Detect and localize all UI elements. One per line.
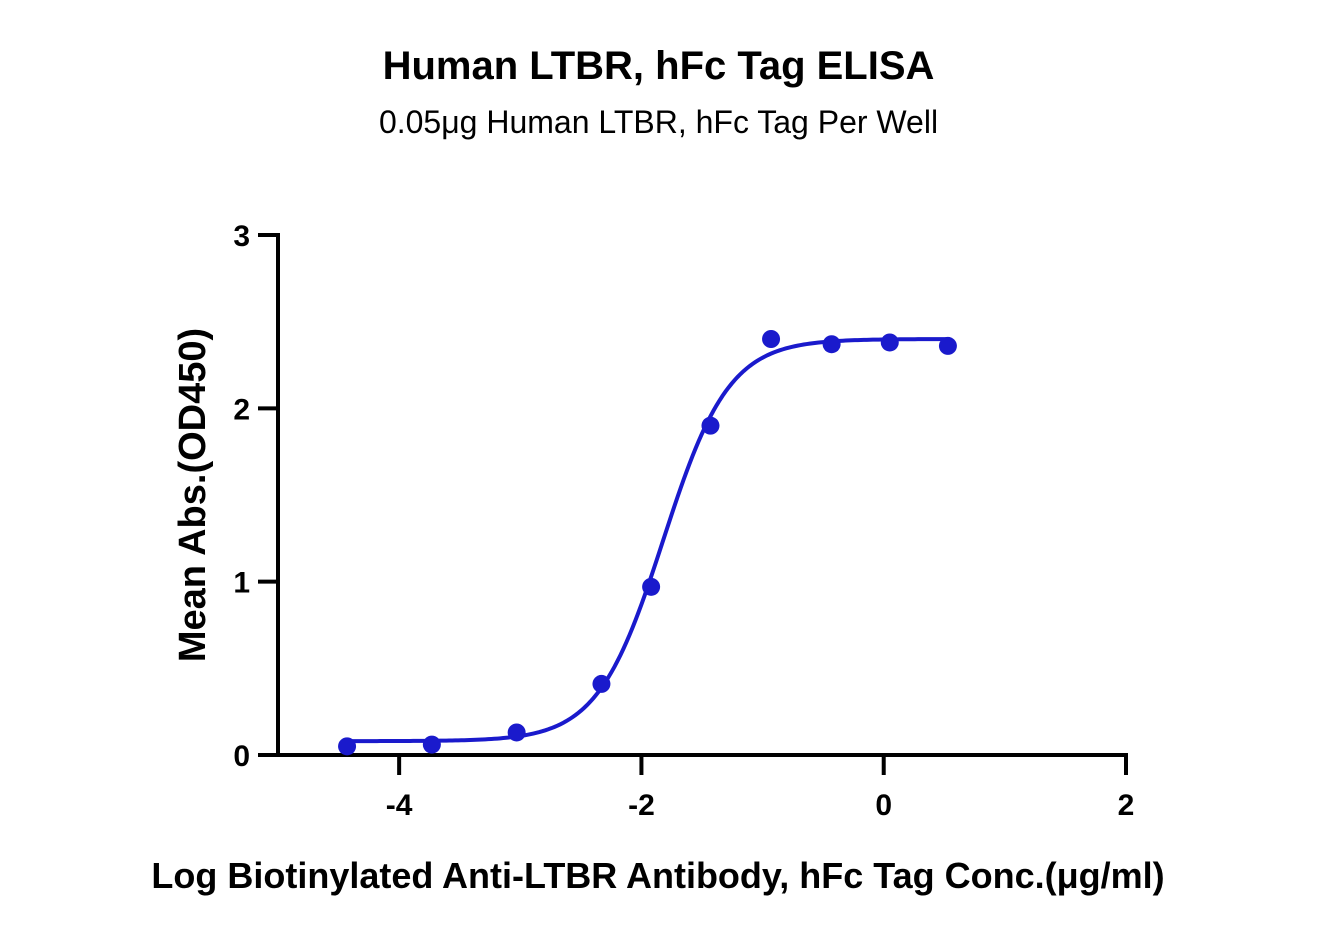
- y-tick-label: 0: [233, 740, 250, 773]
- data-point: [507, 723, 526, 742]
- y-tick-label: 2: [233, 393, 250, 426]
- x-tick-label: 2: [1118, 789, 1135, 822]
- x-tick-label: 0: [875, 789, 892, 822]
- data-points: [338, 330, 957, 756]
- y-axis-label: Mean Abs.(OD450): [172, 328, 214, 662]
- tick-group: 0 1 2 3 -4 -2 0 2: [233, 220, 1134, 822]
- data-point: [338, 737, 357, 756]
- data-point: [592, 674, 611, 693]
- data-point: [938, 336, 957, 355]
- data-point: [822, 335, 841, 354]
- y-tick-label: 1: [233, 567, 250, 600]
- x-tick-label: -2: [628, 789, 655, 822]
- fit-curve: [347, 337, 948, 744]
- data-point: [422, 735, 441, 754]
- y-tick-label: 3: [233, 220, 250, 253]
- chart-title: Human LTBR, hFc Tag ELISA: [382, 44, 935, 88]
- axes: [258, 233, 1128, 757]
- data-point: [642, 577, 661, 596]
- fit-curve-group: [347, 337, 948, 744]
- data-point: [762, 330, 781, 348]
- chart-subtitle: 0.05μg Human LTBR, hFc Tag Per Well: [378, 104, 939, 140]
- x-axis-label: Log Biotinylated Anti-LTBR Antibody, hFc…: [151, 855, 1164, 896]
- data-point: [880, 333, 899, 352]
- data-point: [701, 416, 720, 435]
- x-tick-label: -4: [386, 789, 413, 822]
